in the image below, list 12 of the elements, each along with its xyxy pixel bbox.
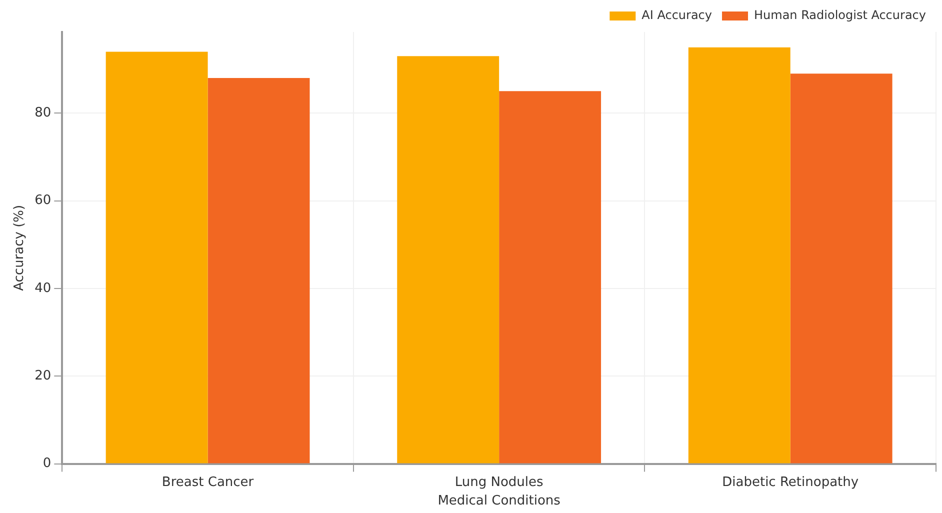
x-axis-title: Medical Conditions: [438, 494, 561, 509]
y-tick-label: 80: [34, 105, 52, 120]
x-tick-label: Lung Nodules: [454, 474, 544, 490]
legend-label: AI Accuracy: [642, 8, 712, 22]
y-axis-title: Accuracy (%): [12, 204, 28, 291]
x-tick-label: Breast Cancer: [162, 474, 254, 490]
y-tick-label: 40: [34, 280, 52, 296]
legend-label: Human Radiologist Accuracy: [754, 8, 926, 22]
y-tick-label: 60: [34, 193, 52, 208]
y-tick-label: 20: [34, 368, 52, 384]
y-tick-label: 0: [42, 456, 52, 472]
x-tick-label: Diabetic Retinopathy: [722, 474, 859, 490]
